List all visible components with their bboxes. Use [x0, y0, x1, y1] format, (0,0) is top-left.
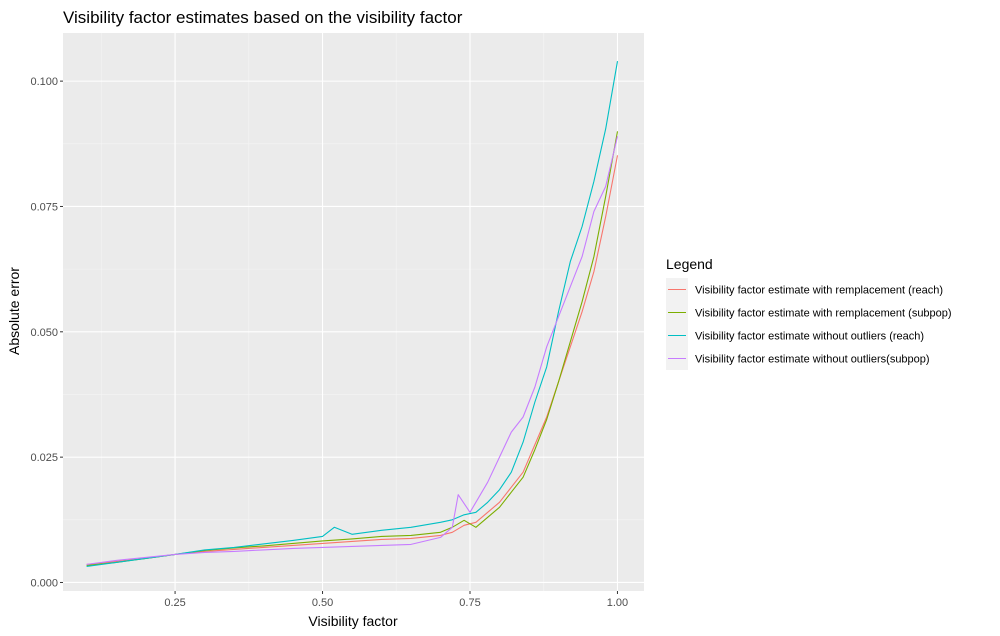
- legend-title: Legend: [666, 256, 713, 272]
- plot-panel: [63, 33, 644, 591]
- x-tick-label: 0.25: [164, 597, 185, 609]
- legend-items: Visibility factor estimate with remplace…: [666, 278, 952, 370]
- y-axis-label: Absolute error: [6, 267, 22, 355]
- legend-label: Visibility factor estimate without outli…: [695, 331, 924, 343]
- x-axis-label: Visibility factor: [308, 613, 398, 629]
- legend-label: Visibility factor estimate without outli…: [695, 354, 930, 366]
- legend-label: Visibility factor estimate with remplace…: [695, 308, 952, 320]
- series-line-4: [86, 136, 619, 565]
- y-tick-label: 0.025: [30, 452, 58, 464]
- y-tick-label: 0.050: [30, 327, 58, 339]
- y-tick-label: 0.075: [30, 201, 58, 213]
- chart-title: Visibility factor estimates based on the…: [63, 8, 463, 27]
- legend: Legend Visibility factor estimate with r…: [666, 256, 952, 370]
- series-line-3: [86, 61, 619, 567]
- x-tick-label: 1.00: [607, 597, 628, 609]
- series-lines: [86, 61, 619, 567]
- grid-minor: [63, 33, 644, 591]
- x-axis-ticks: 0.25 0.50 0.75 1.00: [164, 591, 628, 609]
- series-line-1: [86, 155, 619, 565]
- x-tick-label: 0.50: [312, 597, 333, 609]
- y-axis-ticks: 0.000 0.025 0.050 0.075 0.100: [30, 76, 63, 589]
- legend-label: Visibility factor estimate with remplace…: [695, 285, 943, 297]
- x-tick-label: 0.75: [459, 597, 480, 609]
- y-tick-label: 0.000: [30, 577, 58, 589]
- grid-major: [63, 33, 644, 591]
- y-tick-label: 0.100: [30, 76, 58, 88]
